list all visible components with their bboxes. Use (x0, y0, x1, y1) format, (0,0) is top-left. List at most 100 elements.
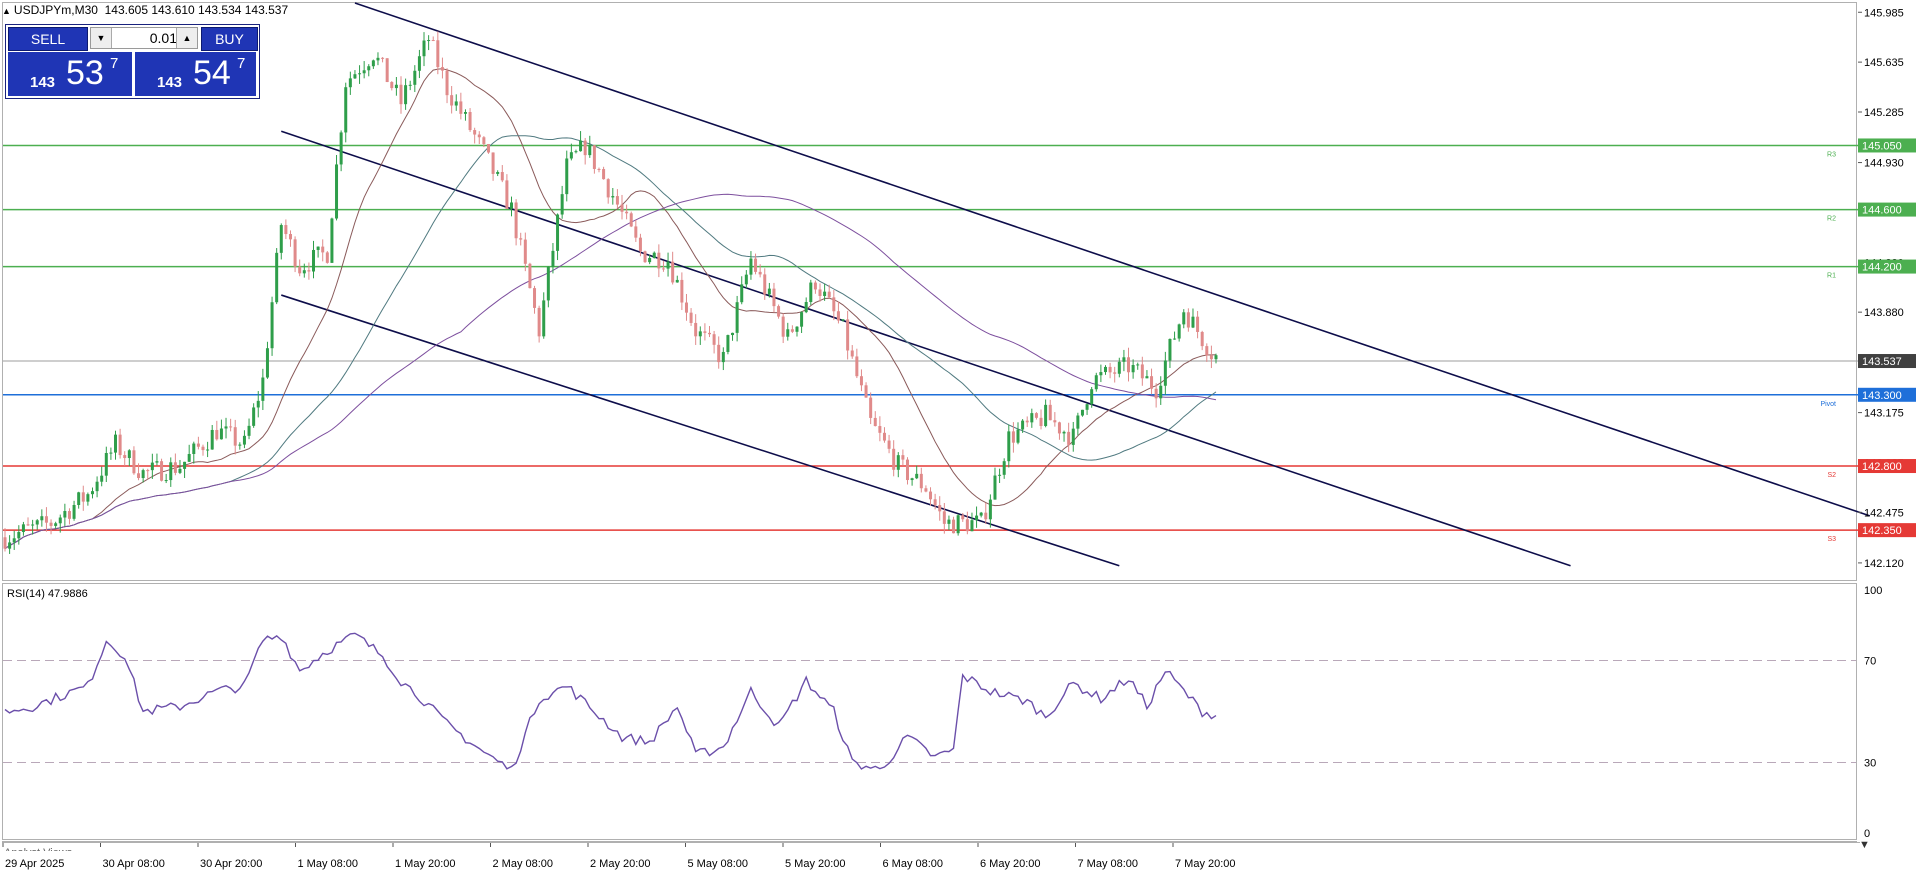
candle (1025, 416, 1029, 427)
candle-body (827, 291, 831, 298)
candle (956, 514, 960, 536)
candle (588, 135, 592, 158)
candle (1090, 387, 1094, 408)
candle (173, 453, 177, 476)
candle (58, 514, 62, 533)
candle (1057, 421, 1061, 440)
candle-body (1030, 413, 1034, 423)
candle-body (606, 179, 610, 198)
candle (362, 61, 366, 79)
candle-body (1108, 366, 1112, 373)
lot-increase-icon[interactable]: ▲ (176, 28, 197, 48)
rsi-pane-frame (2, 583, 1857, 840)
candle-body (615, 196, 619, 205)
price-tick-label: 144.930 (1864, 158, 1904, 170)
candle (1039, 409, 1043, 430)
buy-price-fraction: 7 (237, 55, 246, 72)
candle-body (173, 462, 177, 473)
buy-button[interactable]: BUY (201, 27, 258, 51)
candle-body (58, 517, 62, 524)
candle (777, 304, 781, 319)
candle (611, 188, 615, 205)
candle (1080, 409, 1084, 417)
candle (1053, 412, 1057, 427)
candle-body (40, 516, 44, 521)
candle-body (81, 492, 85, 502)
candle (781, 313, 785, 344)
time-tick-label: 29 Apr 2025 (5, 858, 64, 870)
candle-body (482, 137, 486, 144)
candle (1163, 351, 1167, 395)
candle (910, 477, 914, 486)
candle (270, 296, 274, 356)
candle-body (1182, 312, 1186, 325)
candle-body (924, 488, 928, 492)
candle (625, 204, 629, 220)
candle (445, 68, 449, 104)
candle (436, 31, 440, 75)
rsi-indicator: 100 70 30 0 (3, 585, 1882, 840)
candle (307, 262, 311, 280)
candle (735, 295, 739, 342)
candle-body (804, 302, 808, 313)
candle-body (215, 429, 219, 440)
candle (698, 326, 702, 345)
candle-body (777, 306, 781, 317)
buy-price-button[interactable]: 143 54 7 (135, 52, 256, 96)
lot-decrease-icon[interactable]: ▼ (91, 28, 112, 48)
candle-body (717, 344, 721, 363)
sell-price-button[interactable]: 143 53 7 (8, 52, 132, 96)
candle (417, 49, 421, 79)
candle (929, 487, 933, 506)
candle-body (155, 461, 159, 463)
candle-body (436, 40, 440, 68)
candle (514, 199, 518, 246)
candle (247, 418, 251, 440)
candle-body (279, 225, 283, 253)
candle-body (528, 263, 532, 289)
candle-body (477, 134, 481, 138)
candle (265, 341, 269, 379)
lot-size-input[interactable] (113, 28, 179, 48)
price-tick-label: 145.285 (1864, 107, 1904, 119)
candle-body (666, 261, 670, 269)
candle (551, 242, 555, 274)
candle-body (196, 443, 200, 447)
candle-body (684, 302, 688, 313)
candle (385, 58, 389, 83)
candle-body (905, 459, 909, 481)
sell-button[interactable]: SELL (8, 27, 88, 51)
candle (21, 521, 25, 536)
candle-body (846, 319, 850, 351)
price-tag-label: 142.350 (1862, 525, 1902, 537)
candle-body (1007, 431, 1011, 462)
channel-line-3 (281, 294, 1120, 567)
candle (413, 65, 417, 93)
candle (813, 280, 817, 294)
candle-body (109, 452, 113, 454)
analyst-views-tab[interactable]: Analyst Views (4, 842, 1860, 851)
price-tick-label: 143.175 (1864, 408, 1904, 420)
scroll-down-icon[interactable]: ▼ (1859, 839, 1870, 851)
candle (178, 459, 182, 475)
candle (381, 57, 385, 63)
collapse-arrow-icon[interactable]: ▲ (2, 6, 11, 16)
candle-body (712, 334, 716, 345)
candle (275, 248, 279, 305)
candle (427, 35, 431, 51)
candle-body (565, 158, 569, 195)
candle (942, 503, 946, 534)
candle (1007, 424, 1011, 468)
candle (915, 465, 919, 480)
candle-body (744, 274, 748, 285)
candle-body (551, 250, 555, 267)
candle (1182, 309, 1186, 329)
main-pane-frame (2, 2, 1857, 581)
candle (81, 485, 85, 511)
candle-body (786, 329, 790, 337)
candle (500, 165, 504, 183)
candle (1209, 345, 1213, 369)
candle-body (31, 524, 35, 526)
candle (528, 262, 532, 289)
candle (850, 345, 854, 359)
